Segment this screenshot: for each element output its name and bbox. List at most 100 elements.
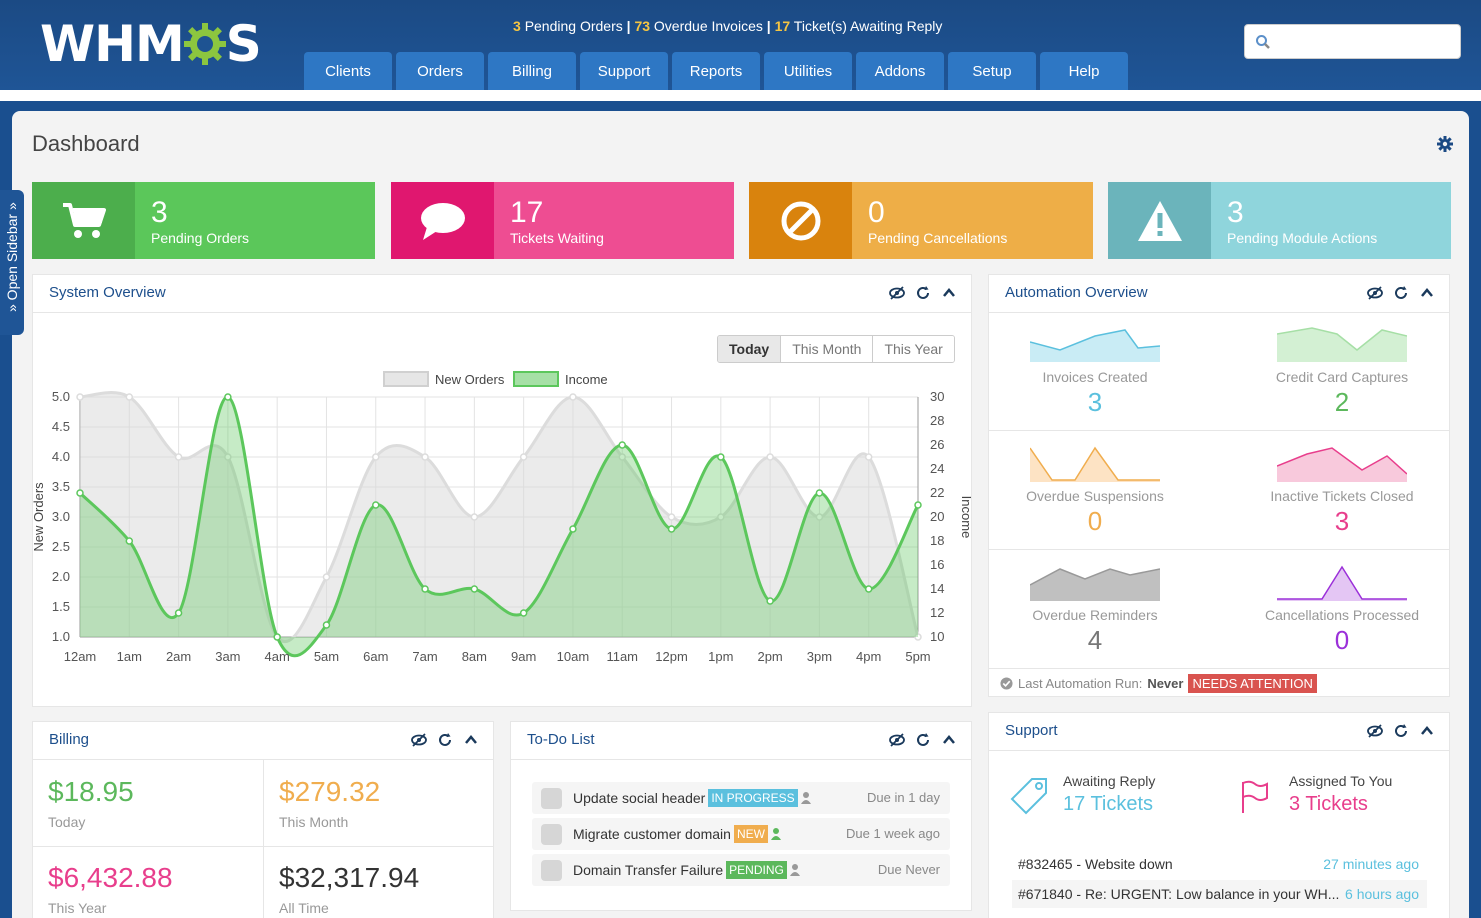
data-point: [174, 609, 183, 617]
range-this-year[interactable]: This Year: [872, 336, 954, 362]
tile-pending-orders[interactable]: 3 Pending Orders: [32, 182, 375, 259]
y2-tick-label: 26: [930, 437, 944, 452]
range-selector: Today This Month This Year: [717, 335, 955, 363]
chevron-up-icon[interactable]: [463, 732, 479, 748]
todo-item[interactable]: Migrate customer domain NEW Due 1 week a…: [532, 818, 950, 850]
nav-reports[interactable]: Reports: [672, 52, 760, 90]
ban-icon: [749, 182, 852, 259]
range-today[interactable]: Today: [718, 336, 781, 362]
search-input[interactable]: [1244, 24, 1461, 59]
refresh-icon[interactable]: [915, 285, 931, 301]
billing-this-month: $279.32 This Month: [279, 776, 380, 830]
nav-addons[interactable]: Addons: [856, 52, 944, 90]
open-sidebar-label: » Open Sidebar »: [4, 202, 20, 312]
user-icon: [800, 792, 811, 804]
y-tick-label: 1.0: [52, 629, 70, 644]
chevron-up-icon[interactable]: [1419, 723, 1435, 739]
automation-label: Inactive Tickets Closed: [1270, 488, 1414, 504]
user-icon: [789, 864, 800, 876]
data-point: [224, 393, 232, 401]
range-this-month[interactable]: This Month: [780, 336, 873, 362]
overdue-invoices-link[interactable]: Overdue Invoices: [653, 18, 763, 34]
overdue-invoices-count[interactable]: 73: [634, 18, 651, 34]
y2-tick-label: 20: [930, 509, 944, 524]
todo-item[interactable]: Update social header IN PROGRESS Due in …: [532, 782, 950, 814]
y2-axis-label: Income: [959, 496, 972, 539]
user-icon: [770, 828, 781, 840]
panel-header: Support: [989, 713, 1449, 751]
nav-utilities[interactable]: Utilities: [764, 52, 852, 90]
assigned-to-you-block[interactable]: Assigned To You 3 Tickets: [1289, 773, 1392, 816]
tile-tickets-waiting[interactable]: 17 Tickets Waiting: [391, 182, 734, 259]
automation-label: Cancellations Processed: [1264, 607, 1420, 623]
ticket-title[interactable]: #832465 - Website down: [1018, 856, 1173, 872]
chevron-up-icon[interactable]: [941, 285, 957, 301]
refresh-icon[interactable]: [915, 732, 931, 748]
assigned-count: 3 Tickets: [1289, 793, 1368, 815]
tile-pending-cancellations[interactable]: 0 Pending Cancellations: [749, 182, 1093, 259]
y2-tick-label: 16: [930, 557, 944, 572]
page-title: Dashboard: [32, 131, 140, 156]
ticket-row[interactable]: #671840 - Re: URGENT: Low balance in you…: [1012, 880, 1427, 908]
ticket-title[interactable]: #671840 - Re: URGENT: Low balance in you…: [1018, 886, 1340, 902]
nav-clients[interactable]: Clients: [304, 52, 392, 90]
system-overview-chart: 5.0 4.5 4.0 3.5 3.0 2.5 2.0 1.5 1.0 30 28 26 24 22 20 1…: [32, 371, 972, 664]
automation-overdue-suspensions: Overdue Suspensions 0: [980, 488, 1210, 537]
y2-tick-label: 14: [930, 581, 944, 596]
data-point: [667, 525, 676, 533]
nav-setup[interactable]: Setup: [948, 52, 1036, 90]
last-automation-run: Last Automation Run: Never NEEDS ATTENTI…: [1000, 674, 1317, 693]
todo-text-wrap: Migrate customer domain NEW: [573, 825, 781, 843]
todo-text: Migrate customer domain: [573, 826, 731, 842]
nav-orders[interactable]: Orders: [396, 52, 484, 90]
billing-today: $18.95 Today: [48, 776, 134, 830]
tickets-count[interactable]: 17: [774, 18, 791, 34]
data-point: [815, 489, 824, 497]
ticket-time: 6 hours ago: [1345, 886, 1419, 902]
automation-value: 0: [1087, 506, 1103, 536]
tile-value: 3: [1227, 196, 1244, 229]
pending-orders-count[interactable]: 3: [513, 18, 521, 34]
legend-swatch: [383, 371, 429, 387]
eye-slash-icon[interactable]: [889, 732, 905, 748]
eye-slash-icon[interactable]: [889, 285, 905, 301]
chevron-up-icon[interactable]: [1419, 285, 1435, 301]
nav-billing[interactable]: Billing: [488, 52, 576, 90]
pending-orders-link[interactable]: Pending Orders: [524, 18, 623, 34]
last-run-value: Never: [1147, 676, 1184, 691]
chevron-up-icon[interactable]: [941, 732, 957, 748]
x-tick-label: 8am: [462, 649, 487, 664]
ticket-time: 27 minutes ago: [1323, 856, 1419, 872]
todo-checkbox[interactable]: [541, 788, 562, 809]
eye-slash-icon[interactable]: [1367, 285, 1383, 301]
x-tick-label: 12am: [64, 649, 97, 664]
gear-icon[interactable]: [1437, 136, 1453, 152]
panel-title: To-Do List: [527, 731, 595, 748]
tile-label: Tickets Waiting: [510, 230, 604, 246]
ticket-row[interactable]: #832465 - Website down 27 minutes ago: [1012, 850, 1427, 878]
divider: [988, 430, 1450, 431]
automation-cancellations-processed: Cancellations Processed 0: [1227, 607, 1457, 656]
x-tick-label: 3am: [215, 649, 240, 664]
nav-help[interactable]: Help: [1040, 52, 1128, 90]
tickets-awaiting-link[interactable]: Ticket(s) Awaiting Reply: [793, 18, 943, 34]
data-point: [864, 585, 873, 593]
todo-checkbox[interactable]: [541, 860, 562, 881]
refresh-icon[interactable]: [1393, 285, 1409, 301]
eye-slash-icon[interactable]: [1367, 723, 1383, 739]
refresh-icon[interactable]: [1393, 723, 1409, 739]
main-nav: Clients Orders Billing Support Reports U…: [304, 52, 1128, 90]
x-tick-label: 9am: [511, 649, 536, 664]
whmcs-logo[interactable]: WHM S: [40, 14, 262, 74]
eye-slash-icon[interactable]: [411, 732, 427, 748]
panel-tools: [889, 285, 957, 301]
todo-checkbox[interactable]: [541, 824, 562, 845]
refresh-icon[interactable]: [437, 732, 453, 748]
billing-label: All Time: [279, 900, 329, 916]
open-sidebar-toggle[interactable]: » Open Sidebar »: [0, 190, 24, 335]
nav-support[interactable]: Support: [580, 52, 668, 90]
awaiting-reply-block[interactable]: Awaiting Reply 17 Tickets: [1063, 773, 1155, 816]
tile-pending-module-actions[interactable]: 3 Pending Module Actions: [1108, 182, 1451, 259]
todo-item[interactable]: Domain Transfer Failure PENDING Due Neve…: [532, 854, 950, 886]
automation-value: 3: [1087, 387, 1103, 417]
